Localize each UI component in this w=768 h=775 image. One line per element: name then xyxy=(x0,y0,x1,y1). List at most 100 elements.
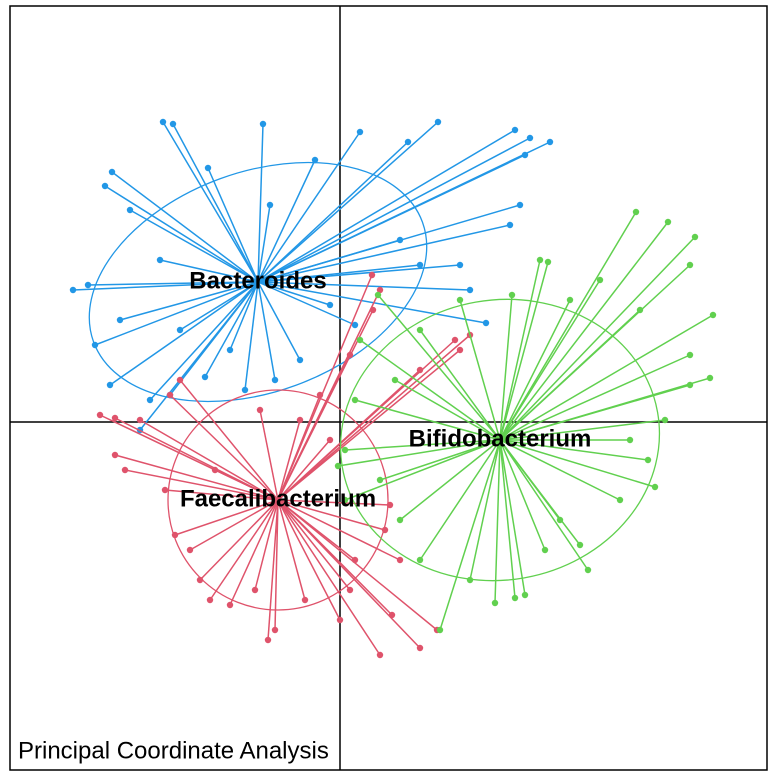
spider-line xyxy=(169,394,279,501)
spider-line xyxy=(259,409,279,501)
spider-line xyxy=(277,499,341,621)
spider-line xyxy=(337,439,501,467)
point xyxy=(351,396,359,404)
spider-line xyxy=(214,469,279,501)
spider-line xyxy=(499,384,691,441)
spider-line xyxy=(257,281,471,291)
spider-line xyxy=(277,439,331,501)
spider-line xyxy=(94,281,259,346)
ellipse xyxy=(339,298,661,582)
spider-line xyxy=(499,439,516,599)
point xyxy=(346,351,354,359)
point xyxy=(616,496,624,504)
point xyxy=(264,636,272,644)
spider-line xyxy=(439,439,501,631)
spider-line xyxy=(87,281,259,286)
spider-line xyxy=(257,154,526,283)
point xyxy=(346,586,354,594)
point xyxy=(584,566,592,574)
spider-line xyxy=(189,499,279,551)
point xyxy=(691,233,699,241)
frame xyxy=(9,5,768,771)
point xyxy=(386,501,394,509)
point xyxy=(544,258,552,266)
spider-line xyxy=(499,236,696,441)
spider-line xyxy=(277,419,301,501)
point xyxy=(351,321,359,329)
spider-line xyxy=(114,454,279,501)
spider-line xyxy=(499,261,549,441)
point xyxy=(526,134,534,142)
spider-line xyxy=(419,329,501,441)
point xyxy=(661,416,669,424)
point xyxy=(456,296,464,304)
point xyxy=(511,594,519,602)
point xyxy=(356,128,364,136)
point xyxy=(416,261,424,269)
spider-line xyxy=(354,399,501,441)
spider-line xyxy=(111,171,259,283)
point xyxy=(396,556,404,564)
point xyxy=(111,451,119,459)
spider-line xyxy=(207,167,259,283)
centroid xyxy=(256,280,260,284)
spider-line xyxy=(499,439,656,488)
spider-line xyxy=(204,281,259,378)
spider-line xyxy=(172,123,259,283)
spider-line xyxy=(277,499,393,616)
point xyxy=(166,391,174,399)
spider-line xyxy=(257,141,409,283)
spider-line xyxy=(257,281,276,381)
spider-line xyxy=(499,294,513,441)
point xyxy=(706,374,714,382)
point xyxy=(226,346,234,354)
point xyxy=(566,296,574,304)
point xyxy=(196,576,204,584)
spider-line xyxy=(257,264,421,283)
point xyxy=(126,206,134,214)
spider-line xyxy=(359,339,501,441)
spider-line xyxy=(159,259,259,283)
class-label: Bifidobacterium xyxy=(409,425,592,452)
point xyxy=(506,221,514,229)
point xyxy=(296,416,304,424)
point xyxy=(201,373,209,381)
point xyxy=(374,291,382,299)
spider-line xyxy=(277,499,381,656)
ellipse xyxy=(167,389,389,611)
spider-line xyxy=(169,281,259,396)
point xyxy=(146,396,154,404)
point xyxy=(664,218,672,226)
spider-line xyxy=(109,281,259,386)
point xyxy=(546,138,554,146)
point xyxy=(491,599,499,607)
point xyxy=(336,616,344,624)
spider-line xyxy=(257,131,361,283)
point xyxy=(456,261,464,269)
centroid xyxy=(276,498,280,502)
spider-line xyxy=(119,281,259,321)
centroid xyxy=(498,438,502,442)
point xyxy=(176,326,184,334)
point xyxy=(69,286,77,294)
point xyxy=(508,291,516,299)
point xyxy=(376,286,384,294)
spider-line xyxy=(179,281,259,331)
point xyxy=(211,466,219,474)
point xyxy=(416,556,424,564)
point xyxy=(111,414,119,422)
spider-line xyxy=(499,259,541,441)
point xyxy=(311,156,319,164)
point xyxy=(326,301,334,309)
point xyxy=(434,118,442,126)
spider-line xyxy=(257,159,316,283)
spider-line xyxy=(257,224,511,283)
point xyxy=(396,516,404,524)
point xyxy=(511,126,519,134)
spider-line xyxy=(499,439,561,521)
point xyxy=(686,261,694,269)
spider-line xyxy=(277,369,421,501)
point xyxy=(271,376,279,384)
spider-line xyxy=(257,281,331,306)
spider-line xyxy=(257,281,487,324)
